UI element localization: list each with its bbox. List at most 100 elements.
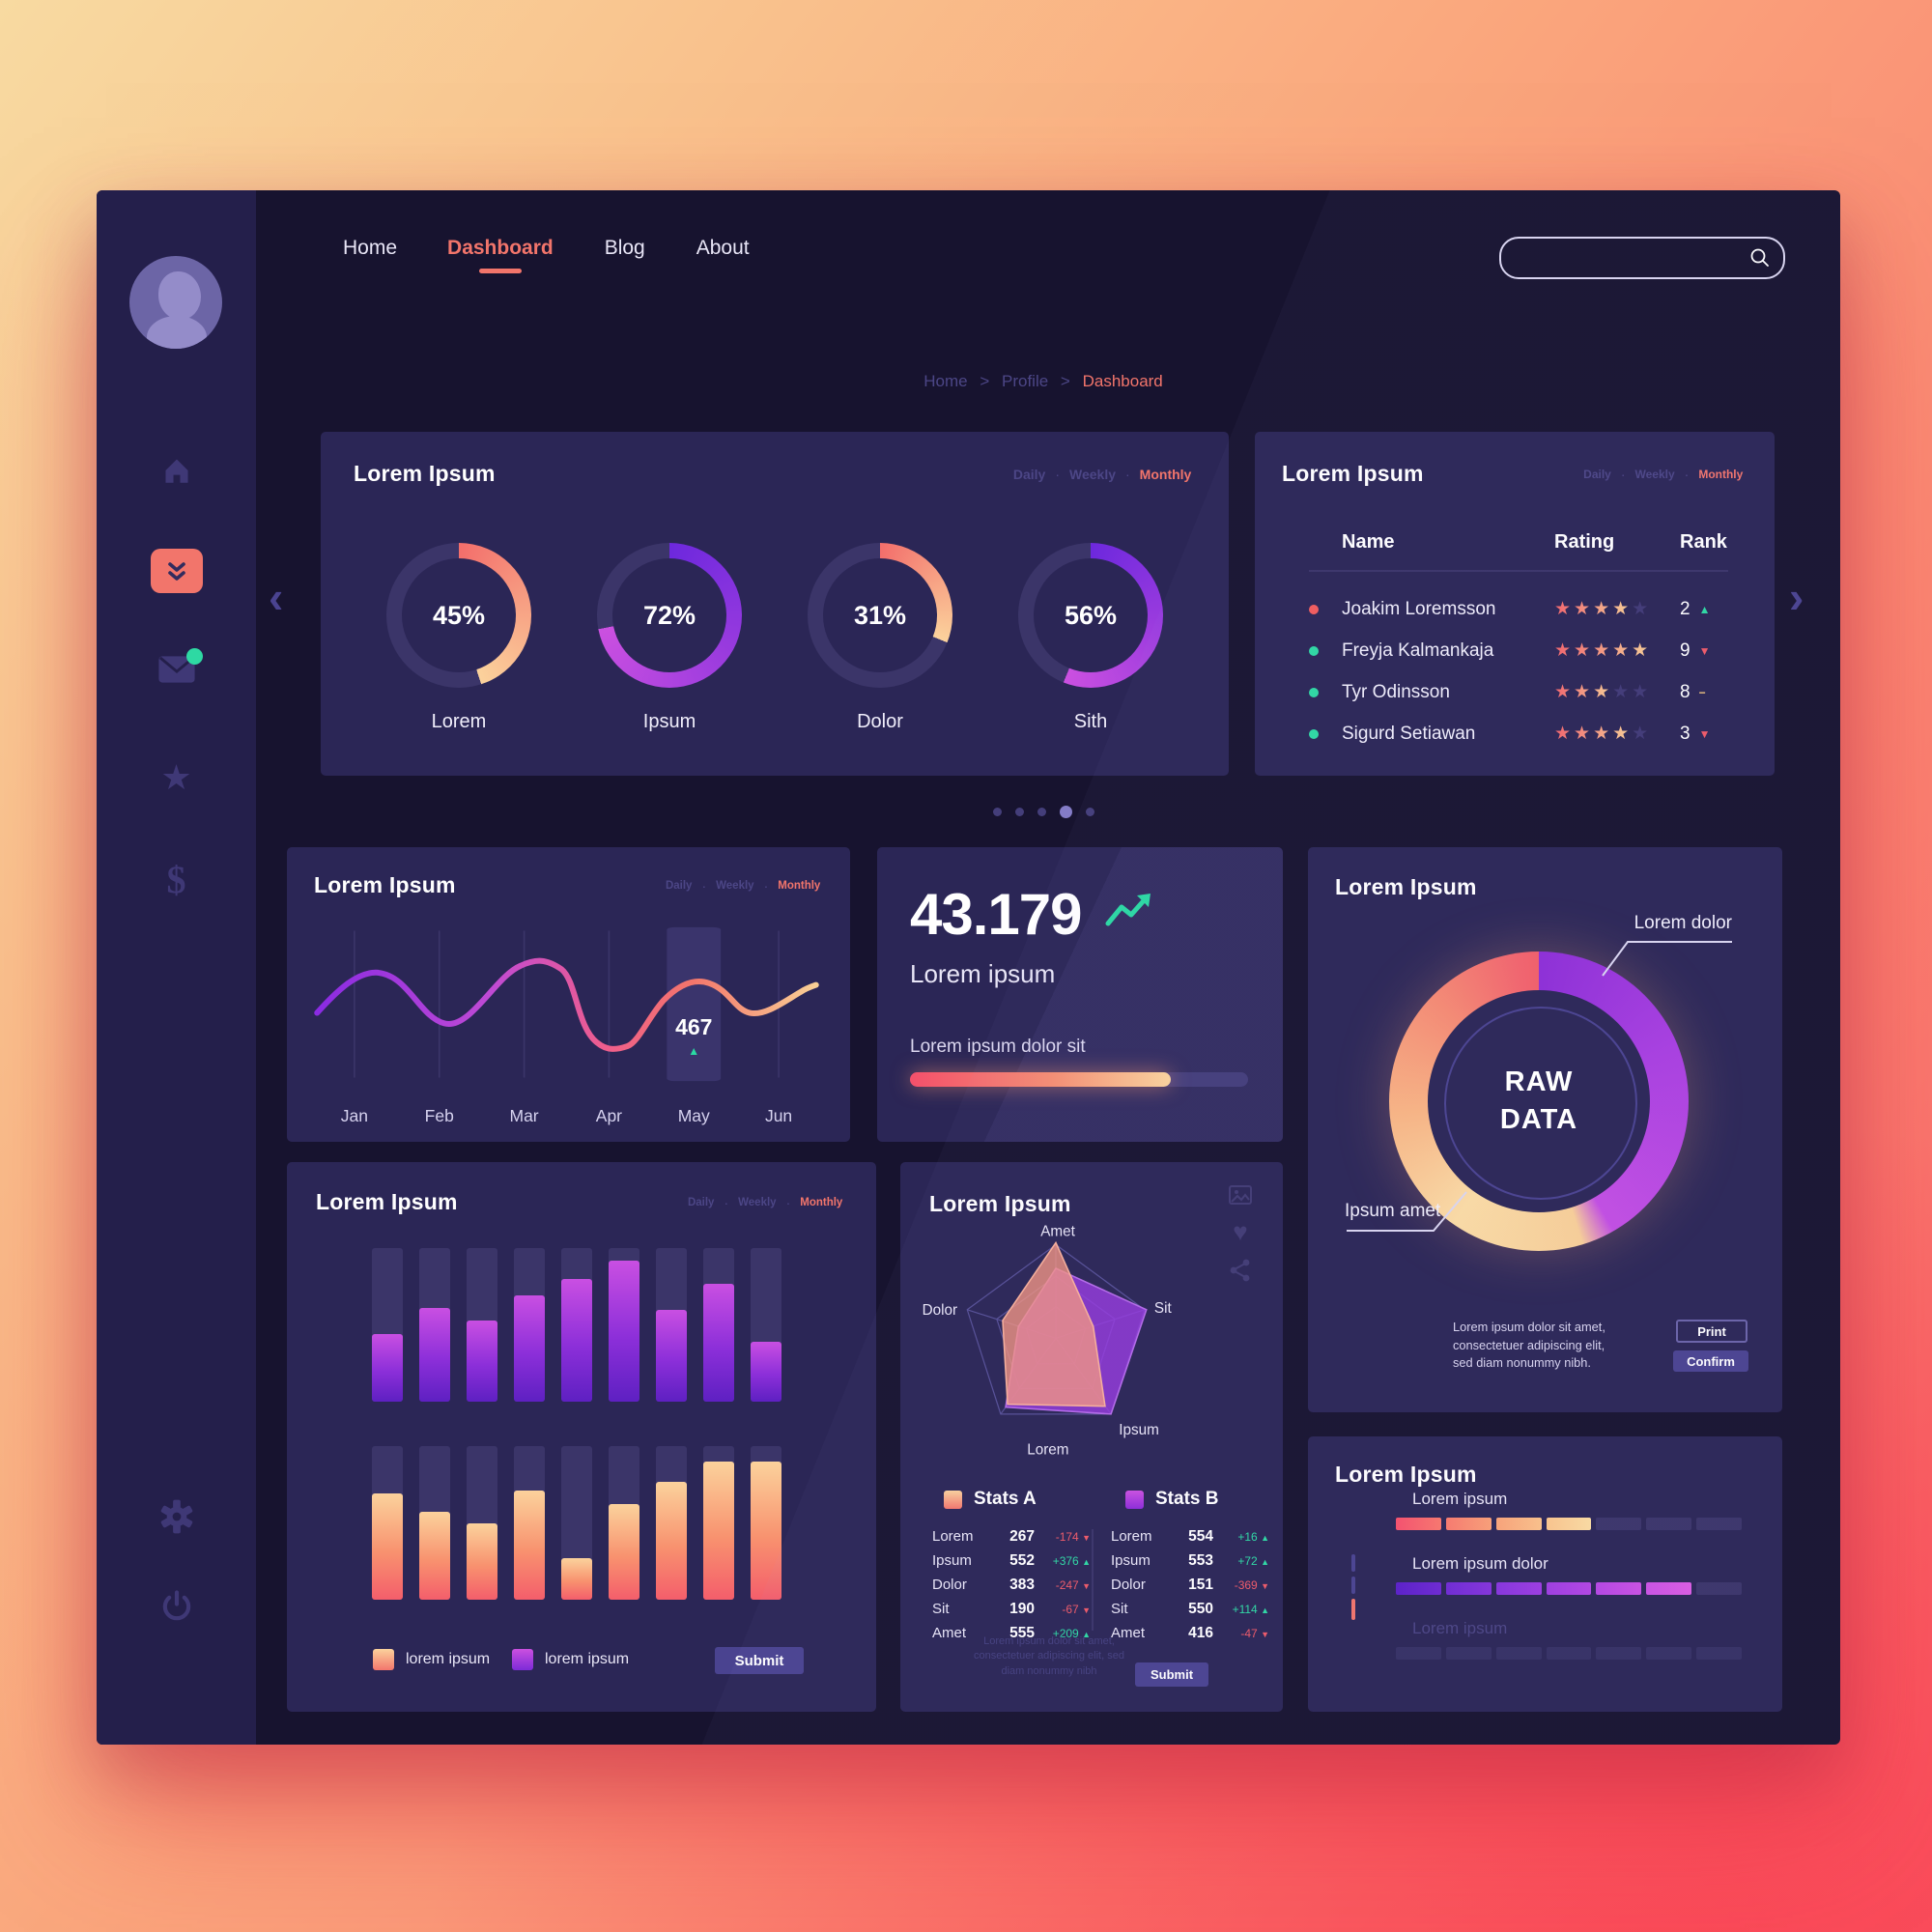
bar[interactable]: [751, 1446, 781, 1600]
card-title: Lorem Ipsum: [929, 1191, 1071, 1216]
table-row[interactable]: Tyr Odinsson ★★★★★ 8−: [1309, 671, 1736, 713]
card-title: Lorem Ipsum: [314, 872, 456, 897]
period-toggle: Daily · Weekly · Monthly ·: [1013, 467, 1196, 482]
period-toggle-option[interactable]: Daily ·: [1013, 467, 1069, 482]
stat-value: 553: [1188, 1551, 1213, 1569]
search-input[interactable]: [1519, 247, 1748, 269]
breadcrumb-profile[interactable]: Profile: [1002, 372, 1049, 390]
period-toggle-option[interactable]: Weekly ·: [1069, 467, 1140, 482]
table-row[interactable]: Freyja Kalmankaja ★★★★★ 9 ▼: [1309, 630, 1736, 671]
period-toggle-option[interactable]: Daily ·: [1583, 467, 1634, 482]
table-header: Name Rating Rank: [1309, 531, 1736, 554]
bar[interactable]: [419, 1248, 450, 1402]
period-toggle-option[interactable]: Monthly ·: [778, 878, 825, 894]
image-icon[interactable]: [1229, 1185, 1252, 1205]
bar[interactable]: [372, 1248, 403, 1402]
carousel-prev-button[interactable]: ‹: [269, 572, 284, 622]
nav-item[interactable]: About: [696, 237, 750, 273]
period-toggle-option[interactable]: Daily ·: [688, 1195, 738, 1210]
legend-stats-b: Stats B: [1125, 1489, 1218, 1510]
bar[interactable]: [467, 1446, 497, 1600]
table-divider: [1309, 570, 1728, 572]
nav-item[interactable]: Home: [343, 237, 397, 273]
bar[interactable]: [467, 1248, 497, 1402]
bar[interactable]: [656, 1248, 687, 1402]
sidebar-item-finance[interactable]: $: [97, 845, 256, 915]
period-toggle-option[interactable]: Weekly ·: [1635, 467, 1699, 482]
print-button[interactable]: Print: [1676, 1320, 1747, 1343]
period-toggle-option[interactable]: Weekly ·: [738, 1195, 800, 1210]
period-toggle-option[interactable]: Weekly ·: [716, 878, 778, 894]
nav-item[interactable]: Dashboard: [447, 237, 554, 273]
bar-segment: [1495, 1647, 1542, 1660]
bar[interactable]: [703, 1446, 734, 1600]
bar-segment: [1546, 1647, 1592, 1660]
stat-delta: -247 ▼: [1055, 1577, 1091, 1592]
bar-segment: [1396, 1647, 1441, 1660]
nav-item-label: Dashboard: [447, 237, 554, 259]
sidebar-item-favorites[interactable]: ★: [97, 743, 256, 812]
bar[interactable]: [609, 1446, 639, 1600]
breadcrumb-current[interactable]: Dashboard: [1082, 372, 1163, 390]
share-icon[interactable]: [1230, 1259, 1251, 1282]
bar[interactable]: [561, 1446, 592, 1600]
nav-item[interactable]: Blog: [604, 237, 646, 273]
pagination-dot[interactable]: [1014, 808, 1024, 816]
carousel-next-button[interactable]: ›: [1789, 572, 1804, 622]
stat-value: 552: [1009, 1551, 1035, 1569]
period-toggle-option[interactable]: Monthly ·: [800, 1195, 847, 1210]
user-name: Freyja Kalmankaja: [1342, 639, 1494, 661]
metric-card: 43.179 Lorem ipsum Lorem ipsum dolor sit: [877, 847, 1283, 1142]
table-row[interactable]: Sigurd Setiawan ★★★★★ 3 ▼: [1309, 713, 1736, 754]
bar[interactable]: [561, 1248, 592, 1402]
bar[interactable]: [656, 1446, 687, 1600]
bar[interactable]: [751, 1248, 781, 1402]
submit-button[interactable]: Submit: [1135, 1662, 1208, 1687]
bar[interactable]: [419, 1446, 450, 1600]
period-toggle-option[interactable]: Monthly ·: [1140, 467, 1196, 482]
donut-label: Dolor: [857, 711, 903, 732]
pagination-dot[interactable]: [992, 808, 1002, 816]
submit-button[interactable]: Submit: [715, 1647, 804, 1674]
star-icon: ★: [160, 757, 192, 797]
rating-stars: ★★★★★: [1554, 724, 1652, 744]
pagination-dot[interactable]: [1037, 808, 1046, 816]
line-chart: 467 ▲: [312, 917, 821, 1092]
segmented-bar: [1396, 1518, 1743, 1530]
donut-gauge[interactable]: 45% Lorem: [386, 543, 531, 733]
stat-delta: -369 ▼: [1234, 1577, 1269, 1592]
search-box[interactable]: [1499, 237, 1785, 279]
toggle-option-label: Daily: [1583, 468, 1611, 481]
breadcrumb-home[interactable]: Home: [923, 372, 968, 390]
bar[interactable]: [703, 1248, 734, 1402]
sidebar-item-settings[interactable]: [97, 1482, 256, 1551]
confirm-button[interactable]: Confirm: [1673, 1350, 1748, 1372]
sidebar-item-home[interactable]: [97, 436, 256, 505]
stat-label: Dolor: [932, 1577, 967, 1593]
period-toggle-option[interactable]: Daily ·: [666, 878, 716, 894]
period-toggle-option[interactable]: Monthly ·: [1698, 467, 1747, 482]
donut-gauge[interactable]: 72% Ipsum: [597, 543, 742, 733]
stat-value: 550: [1188, 1600, 1213, 1617]
bar[interactable]: [609, 1248, 639, 1402]
sidebar-item-messages[interactable]: [97, 637, 256, 706]
pagination-dot[interactable]: [1085, 808, 1094, 816]
sidebar-item-tasks[interactable]: [97, 536, 256, 606]
pagination-dot[interactable]: [1059, 806, 1072, 818]
bar[interactable]: [514, 1248, 545, 1402]
axis-label: Lorem: [1027, 1442, 1068, 1459]
trend-up-icon: [1105, 894, 1151, 926]
search-icon[interactable]: [1748, 246, 1772, 270]
bar[interactable]: [372, 1446, 403, 1600]
legend-swatch: [373, 1649, 394, 1670]
table-row[interactable]: Joakim Loremsson ★★★★★ 2 ▲: [1309, 588, 1736, 630]
sidebar-item-logout[interactable]: [97, 1572, 256, 1641]
donut-gauge[interactable]: 31% Dolor: [808, 543, 952, 733]
avatar[interactable]: [129, 256, 222, 349]
power-icon: [162, 1590, 190, 1621]
bar[interactable]: [514, 1446, 545, 1600]
heart-icon[interactable]: ♥: [1233, 1217, 1248, 1246]
user-name: Tyr Odinsson: [1342, 681, 1450, 702]
segmented-bar: [1396, 1582, 1743, 1595]
donut-gauge[interactable]: 56% Sith: [1018, 543, 1163, 733]
